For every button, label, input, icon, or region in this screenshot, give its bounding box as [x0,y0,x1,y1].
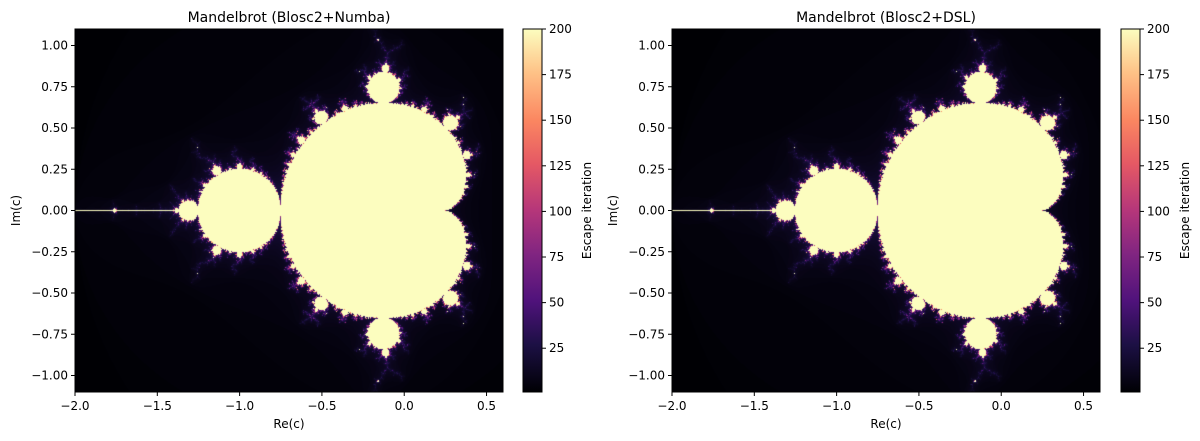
x-tick-label: 0.0 [395,399,414,413]
y-tick-label: −0.75 [628,327,665,341]
x-tick-label: 0.5 [1074,399,1093,413]
colorbar-tick-label: 75 [549,250,564,264]
y-tick-label: 0.75 [638,80,665,94]
chart-panel-2: Mandelbrot (Blosc2+DSL)−2.0 −1.5 −1.0 −0.5 0… [606,10,1192,431]
y-tick-label: 0.00 [638,204,665,218]
colorbar-label: Escape iteration [580,162,594,259]
colorbar-tick-label: 200 [549,22,572,36]
y-tick-label: −0.25 [31,245,68,259]
x-tick-label: −1.5 [740,399,769,413]
y-tick-label: 1.00 [638,39,665,53]
y-tick-label: −1.00 [628,369,665,383]
mandelbrot-heatmap [75,29,503,392]
y-tick-label: 0.00 [41,204,68,218]
x-tick-label: −2.0 [60,399,89,413]
y-tick-label: 0.50 [638,121,665,135]
chart-title: Mandelbrot (Blosc2+DSL) [796,10,976,26]
y-tick-label: 0.50 [41,121,68,135]
y-tick-label: 0.25 [41,162,68,176]
y-tick-label: −0.75 [31,327,68,341]
y-tick-label: 0.25 [638,162,665,176]
x-tick-label: −0.5 [904,399,933,413]
colorbar-tick-label: 150 [549,113,572,127]
colorbar-gradient [523,29,542,392]
y-tick-label: −1.00 [31,369,68,383]
mandelbrot-heatmap [672,29,1100,392]
colorbar-tick-label: 100 [549,204,572,218]
colorbar-tick-label: 100 [1147,204,1170,218]
y-tick-label: 1.00 [41,39,68,53]
x-tick-label: −0.5 [307,399,336,413]
y-tick-label: −0.50 [31,286,68,300]
chart-title: Mandelbrot (Blosc2+Numba) [188,10,391,26]
y-tick-label: −0.25 [628,245,665,259]
x-tick-label: 0.5 [477,399,496,413]
colorbar-gradient [1121,29,1140,392]
y-tick-label: −0.50 [628,286,665,300]
colorbar-frame [1120,28,1141,393]
x-axis-label: Re(c) [870,417,901,431]
x-tick-label: 0.0 [992,399,1011,413]
colorbar-tick-label: 75 [1147,250,1162,264]
colorbar-tick-label: 200 [1147,22,1170,36]
colorbar-tick-label: 175 [549,68,572,82]
y-axis-label: Im(c) [606,195,620,226]
colorbar-label: Escape iteration [1178,162,1192,259]
chart-panel-1: Mandelbrot (Blosc2+Numba) −2.0 −1.5 −1.0 −0.… [9,10,594,431]
x-tick-label: −1.0 [225,399,254,413]
x-tick-label: −1.0 [822,399,851,413]
x-tick-label: −2.0 [657,399,686,413]
colorbar-frame [522,28,543,393]
colorbar-tick-label: 25 [549,341,564,355]
colorbar-tick-label: 25 [1147,341,1162,355]
colorbar-tick-label: 125 [1147,159,1170,173]
colorbar-tick-label: 50 [1147,296,1162,310]
y-tick-label: 0.75 [41,80,68,94]
x-axis-label: Re(c) [273,417,304,431]
x-tick-label: −1.5 [143,399,172,413]
colorbar-tick-label: 175 [1147,68,1170,82]
colorbar-tick-label: 125 [549,159,572,173]
colorbar-tick-label: 150 [1147,113,1170,127]
colorbar-tick-label: 50 [549,296,564,310]
y-axis-label: Im(c) [9,195,23,226]
